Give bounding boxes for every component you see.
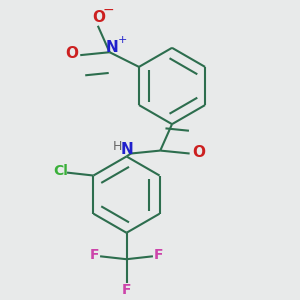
Text: F: F xyxy=(154,248,164,262)
Text: O: O xyxy=(92,10,105,25)
Text: +: + xyxy=(118,35,128,46)
Text: N: N xyxy=(120,142,133,157)
Text: O: O xyxy=(65,46,79,61)
Text: F: F xyxy=(122,283,131,297)
Text: O: O xyxy=(192,145,205,160)
Text: N: N xyxy=(105,40,118,55)
Text: Cl: Cl xyxy=(54,164,69,178)
Text: −: − xyxy=(102,3,114,16)
Text: H: H xyxy=(113,140,122,153)
Text: F: F xyxy=(89,248,99,262)
